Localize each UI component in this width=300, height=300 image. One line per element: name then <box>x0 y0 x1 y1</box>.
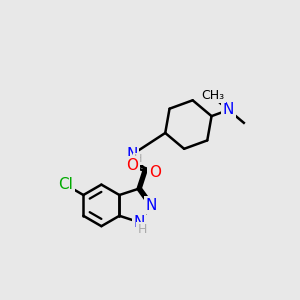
Text: N: N <box>223 103 234 118</box>
Text: H: H <box>134 154 142 164</box>
Text: N: N <box>146 198 157 213</box>
Text: N: N <box>134 215 145 230</box>
Text: O: O <box>149 165 161 180</box>
Text: Cl: Cl <box>58 178 74 193</box>
Text: N: N <box>126 147 138 162</box>
Text: CH₃: CH₃ <box>202 89 225 102</box>
Text: O: O <box>126 158 138 173</box>
Text: H: H <box>138 224 147 236</box>
